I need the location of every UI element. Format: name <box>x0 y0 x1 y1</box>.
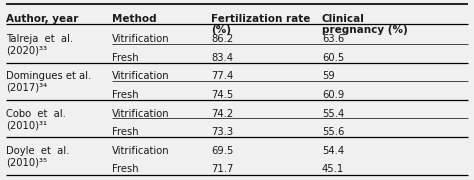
Text: 71.7: 71.7 <box>211 165 234 174</box>
Text: 59: 59 <box>322 71 335 81</box>
Text: Fresh: Fresh <box>112 90 139 100</box>
Text: 55.6: 55.6 <box>322 127 344 137</box>
Text: 74.2: 74.2 <box>211 109 233 119</box>
Text: Author, year: Author, year <box>6 14 79 24</box>
Text: 77.4: 77.4 <box>211 71 233 81</box>
Text: 60.9: 60.9 <box>322 90 344 100</box>
Text: 83.4: 83.4 <box>211 53 233 63</box>
Text: 63.6: 63.6 <box>322 34 344 44</box>
Text: Vitrification: Vitrification <box>112 146 170 156</box>
Text: 54.4: 54.4 <box>322 146 344 156</box>
Text: Fertilization rate
(%): Fertilization rate (%) <box>211 14 310 35</box>
Text: 73.3: 73.3 <box>211 127 233 137</box>
Text: 74.5: 74.5 <box>211 90 233 100</box>
Text: Fresh: Fresh <box>112 127 139 137</box>
Text: Vitrification: Vitrification <box>112 71 170 81</box>
Text: 45.1: 45.1 <box>322 165 344 174</box>
Text: Domingues et al.
(2017)³⁴: Domingues et al. (2017)³⁴ <box>6 71 91 93</box>
Text: Vitrification: Vitrification <box>112 34 170 44</box>
Text: Talreja  et  al.
(2020)³³: Talreja et al. (2020)³³ <box>6 34 73 56</box>
Text: Cobo  et  al.
(2010)³¹: Cobo et al. (2010)³¹ <box>6 109 66 130</box>
Text: Fresh: Fresh <box>112 165 139 174</box>
Text: Vitrification: Vitrification <box>112 109 170 119</box>
Text: Method: Method <box>112 14 157 24</box>
Text: 60.5: 60.5 <box>322 53 344 63</box>
Text: Clinical
pregnancy (%): Clinical pregnancy (%) <box>322 14 408 35</box>
Text: 55.4: 55.4 <box>322 109 344 119</box>
Text: Fresh: Fresh <box>112 53 139 63</box>
Text: 69.5: 69.5 <box>211 146 234 156</box>
Text: 86.2: 86.2 <box>211 34 233 44</box>
Text: Doyle  et  al.
(2010)³⁵: Doyle et al. (2010)³⁵ <box>6 146 70 167</box>
